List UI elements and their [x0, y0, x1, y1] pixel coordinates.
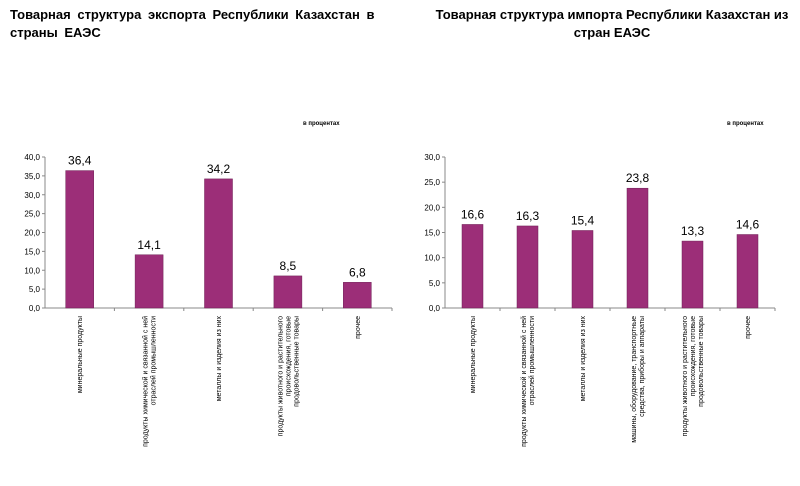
import-category-label-line: машины, оборудование, транспортные: [630, 316, 638, 443]
import-category-label-line: продовольственные товары: [698, 316, 705, 407]
export-unit-note: в процентах: [303, 121, 340, 127]
import-category-label-line: минеральные продукты: [470, 316, 477, 393]
export-category-label: прочее: [355, 316, 362, 339]
import-value-label: 15,4: [571, 213, 595, 227]
export-y-tick-label: 20,0: [24, 229, 40, 238]
export-bar: [204, 178, 233, 309]
export-category-label: металлы и изделия из них: [216, 316, 223, 402]
export-category-label: минеральные продукты: [77, 316, 84, 393]
import-bar: [516, 225, 539, 309]
import-unit-note: в процентах: [727, 121, 764, 127]
import-value-label: 23,8: [626, 171, 650, 185]
import-chart-title: Товарная структура импорта Республики Ка…: [435, 7, 789, 40]
export-y-tick-label: 0,0: [29, 304, 41, 313]
import-y-tick-label: 30,0: [424, 153, 440, 162]
import-bar: [681, 240, 704, 309]
export-category-label-line: металлы и изделия из них: [216, 316, 223, 402]
import-category-label-line: продукты химической и связанной с ней: [520, 316, 528, 447]
export-category-label-line: происхождения, готовые: [285, 316, 292, 396]
export-chart-title: Товарная структура экспорта Республики К…: [10, 7, 375, 40]
import-category-label: минеральные продукты: [470, 316, 477, 393]
export-value-label: 34,2: [207, 162, 231, 176]
import-y-tick-label: 0,0: [429, 304, 441, 313]
export-category-label-line: прочее: [355, 316, 362, 339]
export-y-tick-label: 5,0: [29, 285, 41, 294]
import-category-label-line: средства, приборы и аппараты: [638, 316, 646, 417]
import-y-tick-label: 10,0: [424, 254, 440, 263]
export-category-label-line: минеральные продукты: [77, 316, 84, 393]
import-category-label-line: прочее: [745, 316, 752, 339]
export-bar: [134, 254, 164, 309]
import-y-tick-label: 5,0: [429, 279, 441, 288]
export-y-tick-label: 10,0: [24, 266, 40, 275]
export-category-label-line: продукты животного и растительного: [277, 316, 284, 436]
export-bar: [65, 170, 94, 309]
export-category-label-line: продовольственные товары: [293, 316, 300, 407]
import-chart: 0,0 5,0 10,0 15,0 20,0 25,0 30,0 16,6 минеральны…: [424, 153, 776, 447]
import-bar: [571, 230, 594, 309]
import-category-label: машины, оборудование, транспортныесредст…: [630, 316, 646, 443]
export-value-label: 14,1: [137, 238, 161, 252]
import-value-label: 14,6: [736, 218, 760, 232]
import-bar: [626, 187, 649, 309]
export-bar: [273, 275, 303, 309]
import-bar: [736, 234, 759, 309]
import-value-label: 13,3: [681, 224, 705, 238]
import-category-label-line: происхождения, готовые: [690, 316, 697, 396]
export-category-label: продукты химической и связанной с нейотр…: [142, 316, 158, 447]
export-y-tick-label: 35,0: [24, 172, 40, 181]
import-value-label: 16,3: [516, 209, 540, 223]
import-y-tick-label: 20,0: [424, 203, 440, 212]
export-bar: [343, 282, 372, 309]
export-y-tick-label: 30,0: [24, 191, 40, 200]
import-value-label: 16,6: [461, 207, 485, 221]
export-value-label: 36,4: [68, 154, 92, 168]
export-value-label: 8,5: [280, 259, 297, 273]
import-category-label: металлы и изделия из них: [580, 316, 587, 402]
import-category-label-line: отраслей промышленности: [528, 316, 536, 405]
import-category-label-line: металлы и изделия из них: [580, 316, 587, 402]
export-y-tick-label: 25,0: [24, 210, 40, 219]
import-category-label-line: продукты животного и растительного: [682, 316, 689, 436]
export-chart: 0,0 5,0 10,0 15,0 20,0 25,0 30,0 35,0 40,0 36,4 ми…: [24, 153, 393, 447]
export-category-label-line: продукты химической и связанной с ней: [142, 316, 150, 447]
import-bar: [461, 224, 484, 309]
import-category-label: продукты животного и растительногопроисх…: [682, 316, 705, 436]
export-y-tick-label: 15,0: [24, 247, 40, 256]
export-value-label: 6,8: [349, 265, 366, 279]
export-y-tick-label: 40,0: [24, 153, 40, 162]
export-category-label-line: отраслей промышленности: [150, 316, 158, 405]
import-category-label: продукты химической и связанной с нейотр…: [520, 316, 536, 447]
import-category-label: прочее: [745, 316, 752, 339]
import-y-tick-label: 15,0: [424, 229, 440, 238]
export-category-label: продукты животного и растительногопроисх…: [277, 316, 300, 436]
import-y-tick-label: 25,0: [424, 178, 440, 187]
